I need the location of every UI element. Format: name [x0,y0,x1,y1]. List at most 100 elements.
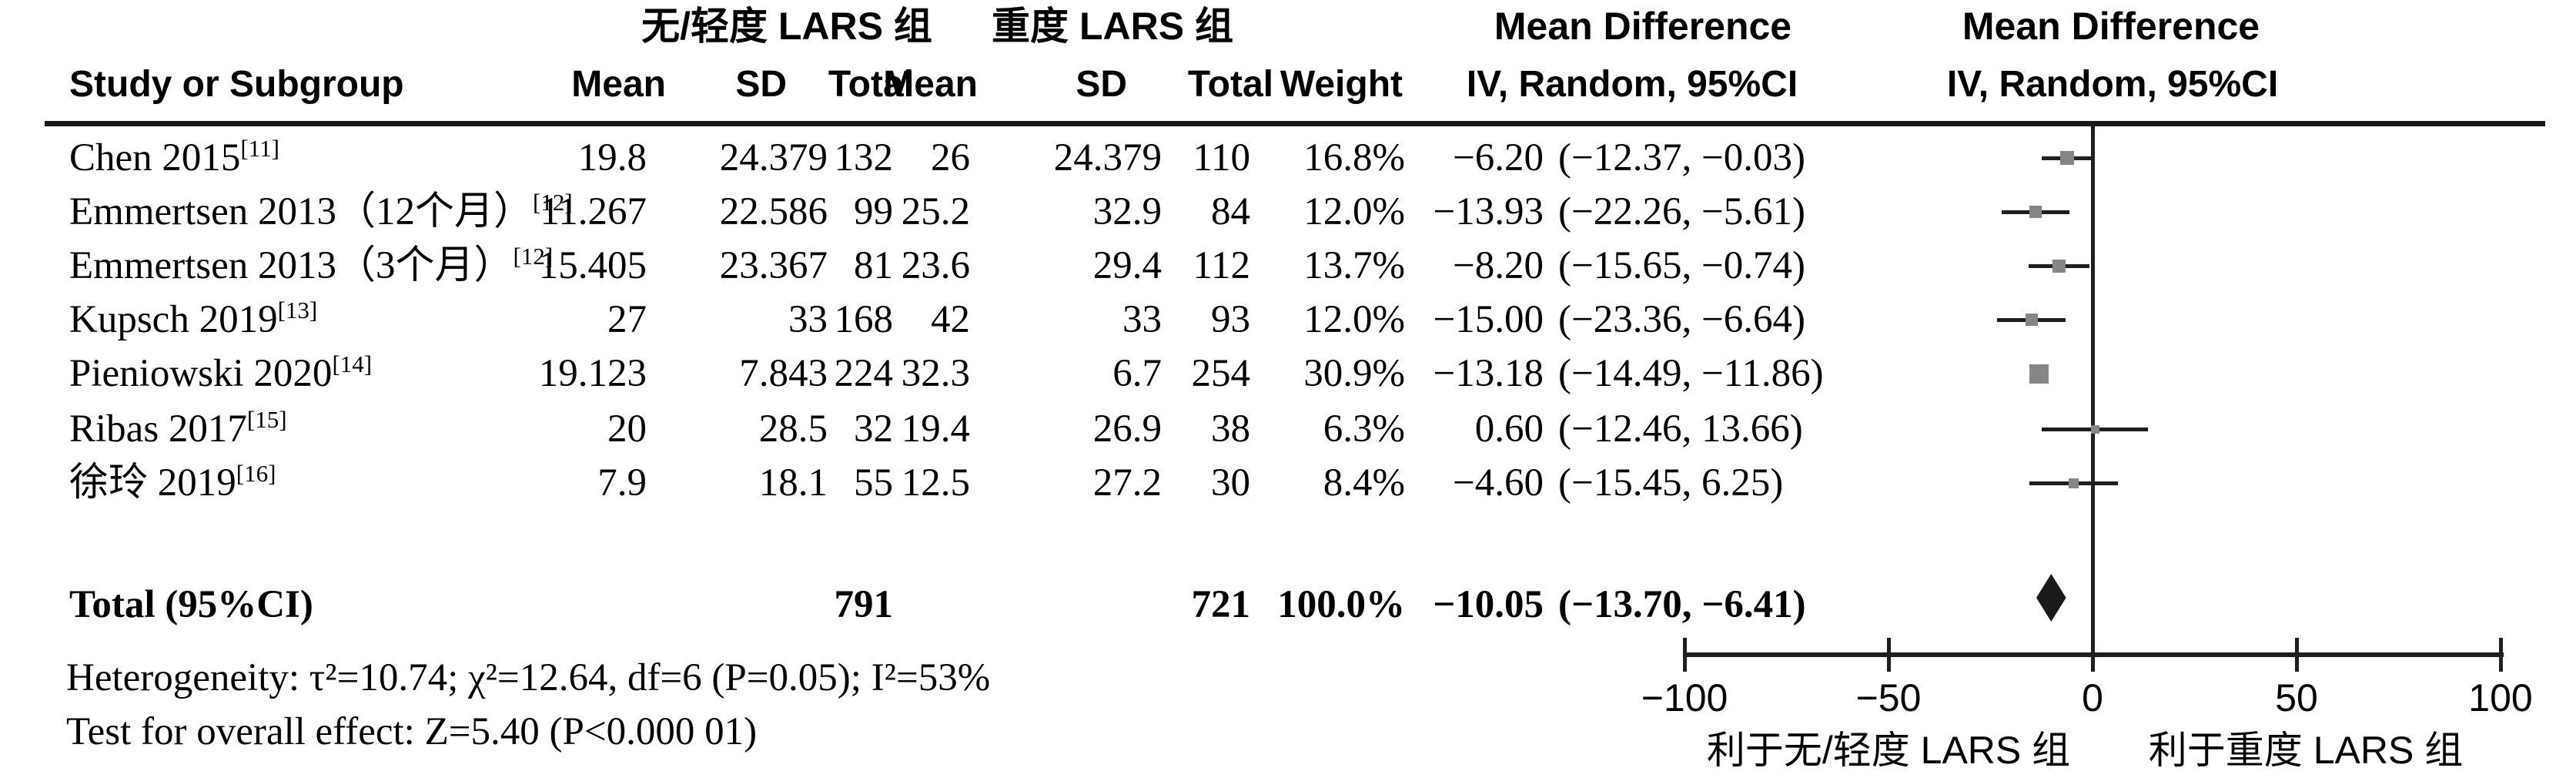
axis-tick-label: −100 [1641,676,1728,719]
study-column-header: Study or Subgroup [69,64,404,105]
sd1-value: 28.5 [758,407,828,451]
total-row: Total (95%CI) 791 721 100.0% −10.05 (−13… [0,578,2576,632]
heterogeneity-note: Heterogeneity: τ²=10.74; χ²=12.64, df=6 … [66,656,991,699]
weight-value: 13.7% [1303,244,1405,287]
total2-value: 254 [1191,352,1251,395]
total1-value: 168 [834,298,894,341]
md-value: −4.60 [1452,461,1544,505]
weight-header: Weight [1280,64,1403,105]
md-stat-column-title: Mean Difference [1494,5,1792,48]
sd2-value: 26.9 [1092,407,1162,451]
mean2-value: 23.6 [901,244,970,287]
sd1-value: 23.367 [719,244,828,287]
mean1-header: Mean [571,64,666,105]
ci-value: (−22.26, −5.61) [1558,190,1805,233]
mean1-value: 27 [607,298,647,341]
axis-tick-label: 100 [2468,676,2533,719]
total2-value: 38 [1211,407,1250,451]
total1-value: 99 [854,190,893,233]
total1-value: 224 [834,352,894,395]
mean1-value: 19.123 [538,352,647,395]
weight-value: 12.0% [1303,298,1405,341]
total1-header: Total [828,64,914,105]
axis-tick [2091,638,2095,672]
md-value: −13.93 [1433,190,1544,233]
effect-square [2026,314,2038,326]
effect-square [2029,206,2042,218]
weight-value: 30.9% [1303,352,1405,395]
total2-value: 30 [1211,461,1250,505]
total-md-value: −10.05 [1433,583,1544,626]
total1-value: 81 [854,244,893,287]
total2-sum: 721 [1191,583,1251,626]
study-name: Pieniowski 2020[14] [69,350,373,395]
axis-tick [2499,638,2503,672]
sd1-value: 24.379 [719,136,828,179]
ci-value: (−14.49, −11.86) [1558,352,1824,395]
weight-value: 12.0% [1303,190,1405,233]
total2-value: 84 [1211,190,1250,233]
sd2-value: 27.2 [1092,461,1162,505]
sd1-value: 7.843 [739,352,828,395]
overall-effect-note: Test for overall effect: Z=5.40 (P<0.000… [66,710,758,753]
reference-superscript: [12] [533,189,573,216]
study-row: Ribas 2017[15] 20 28.5 32 19.4 26.9 38 6… [0,402,2576,456]
mean1-value: 11.267 [540,190,647,233]
total2-header: Total [1187,64,1273,105]
md-plot-column-subtitle: IV, Random, 95%CI [1946,64,2279,105]
total-label: Total (95%CI) [69,583,313,626]
mean2-value: 26 [931,136,970,179]
study-row: Pieniowski 2020[14] 19.123 7.843 224 32.… [0,347,2576,401]
ci-value: (−12.46, 13.66) [1558,407,1803,451]
weight-value: 16.8% [1303,136,1405,179]
header-divider-line [45,121,2545,126]
group2-header: 重度 LARS 组 [992,5,1233,48]
total2-value: 110 [1193,136,1250,179]
sd1-value: 33 [788,298,828,341]
reference-superscript: [16] [236,460,276,487]
total2-value: 93 [1211,298,1250,341]
study-name: 徐玲 2019[16] [69,460,276,505]
sd2-value: 33 [1122,298,1162,341]
ci-value: (−12.37, −0.03) [1558,136,1805,179]
sd2-value: 29.4 [1092,244,1162,287]
study-row: Emmertsen 2013（3个月）[12] 15.405 23.367 81… [0,239,2576,293]
study-name: Chen 2015[11] [69,135,279,179]
favors-right-label: 利于重度 LARS 组 [2148,729,2464,772]
study-name: Kupsch 2019[13] [69,297,318,341]
effect-square [2060,151,2074,165]
weight-value: 8.4% [1323,461,1405,505]
md-value: −15.00 [1433,298,1544,341]
total-diamond [2036,574,2066,622]
ci-value: (−15.65, −0.74) [1558,244,1805,287]
effect-square [2029,364,2049,384]
study-name: Ribas 2017[15] [69,406,287,451]
mean2-header: Mean [883,64,978,105]
reference-superscript: [12] [513,243,554,270]
sd2-value: 24.379 [1053,136,1162,179]
total1-sum: 791 [834,583,894,626]
total1-value: 32 [854,407,893,451]
total-ci-value: (−13.70, −6.41) [1558,583,1806,626]
mean2-value: 19.4 [901,407,970,451]
reference-superscript: [11] [240,135,279,162]
reference-superscript: [13] [277,297,318,324]
study-row: Emmertsen 2013（12个月）[12] 11.267 22.586 9… [0,185,2576,239]
md-stat-column-subtitle: IV, Random, 95%CI [1466,64,1798,105]
zero-line [2091,126,2095,657]
total2-value: 112 [1193,244,1250,287]
study-row: Chen 2015[11] 19.8 24.379 132 26 24.379 … [0,131,2576,185]
study-name: Emmertsen 2013（3个月）[12] [69,243,554,287]
sd1-header: SD [735,64,787,105]
md-value: −8.20 [1452,244,1544,287]
mean2-value: 25.2 [901,190,970,233]
mean1-value: 19.8 [577,136,647,179]
effect-square [2069,478,2079,488]
axis-tick [1887,638,1891,672]
ci-value: (−23.36, −6.64) [1558,298,1805,341]
sd2-value: 6.7 [1112,352,1162,395]
study-name: Emmertsen 2013（12个月）[12] [69,189,573,233]
study-row: 徐玲 2019[16] 7.9 18.1 55 12.5 27.2 30 8.4… [0,456,2576,510]
weight-value: 6.3% [1323,407,1405,451]
